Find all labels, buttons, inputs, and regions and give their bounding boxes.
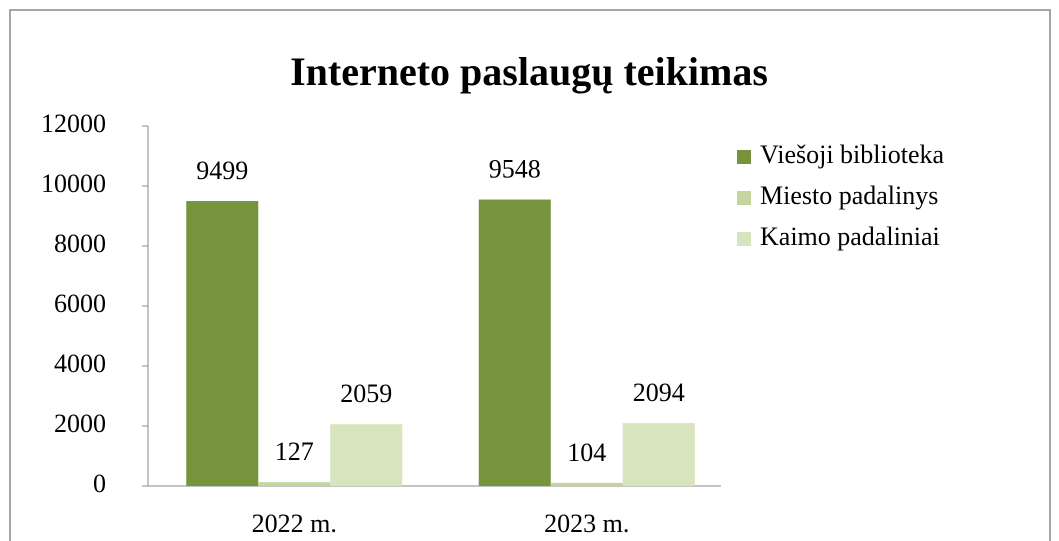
legend-label: Viešoji biblioteka [760, 140, 944, 169]
y-tick-label: 6000 [54, 289, 106, 318]
value-label: 127 [275, 437, 314, 466]
bar [186, 201, 259, 486]
value-label: 2094 [633, 378, 685, 407]
bar [622, 423, 695, 486]
legend-swatch [737, 150, 751, 164]
legend-label: Miesto padalinys [760, 181, 938, 210]
chart-title: Interneto paslaugų teikimas [290, 49, 768, 94]
value-label: 104 [567, 438, 606, 467]
legend-label: Kaimo padaliniai [760, 222, 940, 251]
legend-swatch [737, 232, 751, 246]
y-tick-label: 8000 [54, 229, 106, 258]
legend-swatch [737, 191, 751, 205]
y-tick-label: 4000 [54, 349, 106, 378]
value-label: 9499 [196, 156, 248, 185]
value-label: 2059 [340, 379, 392, 408]
bar [550, 482, 623, 486]
x-tick-label: 2022 m. [252, 509, 337, 538]
bar [478, 199, 551, 486]
y-tick-label: 10000 [41, 169, 106, 198]
y-tick-label: 12000 [41, 109, 106, 138]
bar [258, 482, 331, 486]
value-label: 9548 [489, 155, 541, 184]
y-tick-label: 0 [93, 469, 106, 498]
bar [330, 424, 403, 486]
y-tick-label: 2000 [54, 409, 106, 438]
x-tick-label: 2023 m. [544, 509, 629, 538]
